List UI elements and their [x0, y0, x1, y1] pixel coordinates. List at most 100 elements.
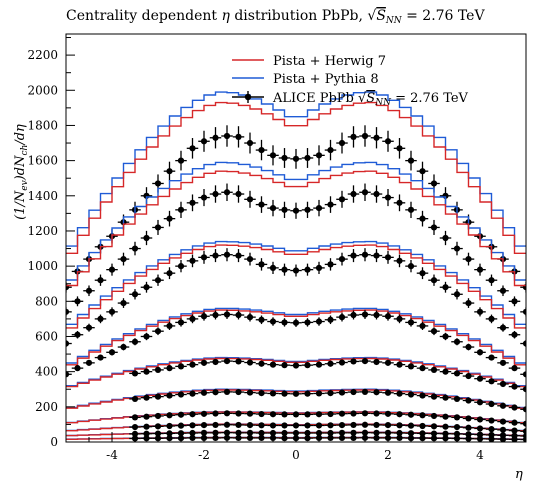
- data-point: [304, 422, 311, 429]
- data-point: [258, 201, 265, 208]
- data-point: [522, 436, 526, 442]
- data-point: [499, 418, 507, 425]
- data-point: [258, 422, 265, 429]
- data-point: [108, 308, 116, 315]
- data-point: [120, 299, 127, 307]
- data-point: [143, 435, 150, 442]
- data-point: [131, 370, 139, 377]
- data-point: [350, 133, 357, 140]
- data-point: [281, 390, 288, 397]
- data-point: [154, 224, 162, 231]
- y-tick-label: 1200: [27, 224, 58, 238]
- data-point: [281, 422, 288, 429]
- data-point: [315, 318, 323, 325]
- data-point: [143, 394, 150, 401]
- data-point: [396, 390, 403, 397]
- data-point: [511, 419, 518, 426]
- data-point: [258, 261, 265, 268]
- data-point: [350, 388, 357, 396]
- data-point: [315, 429, 323, 437]
- data-point: [166, 168, 173, 175]
- data-point: [499, 380, 507, 388]
- data-point: [143, 423, 150, 430]
- data-point: [292, 362, 300, 369]
- data-point: [292, 207, 300, 214]
- data-point: [269, 205, 277, 212]
- data-point: [281, 319, 288, 326]
- data-point: [166, 270, 173, 277]
- data-point: [223, 358, 231, 365]
- data-point: [488, 417, 495, 424]
- data-point: [154, 180, 162, 187]
- x-tick-label: 4: [476, 448, 484, 462]
- data-point: [442, 284, 449, 291]
- y-tick-label: 800: [35, 294, 58, 308]
- data-point: [74, 298, 81, 305]
- data-point: [430, 180, 438, 187]
- data-point: [522, 340, 526, 347]
- data-point: [373, 421, 380, 429]
- data-point: [338, 256, 346, 263]
- data-point: [189, 361, 196, 368]
- data-point: [430, 393, 438, 400]
- data-point: [384, 410, 392, 417]
- data-point: [373, 252, 380, 259]
- data-point: [407, 430, 415, 437]
- data-point: [189, 434, 196, 442]
- data-point: [384, 138, 392, 145]
- data-point: [350, 421, 357, 429]
- data-point: [66, 308, 70, 315]
- data-point: [131, 414, 139, 421]
- data-point: [304, 390, 311, 397]
- data-point: [143, 413, 150, 420]
- data-point: [465, 424, 472, 431]
- data-point: [189, 411, 196, 418]
- data-point: [189, 199, 196, 206]
- data-point: [85, 359, 93, 366]
- data-point: [350, 358, 357, 365]
- data-point: [430, 435, 438, 442]
- data-point: [419, 430, 426, 437]
- data-point: [396, 434, 403, 442]
- data-point: [430, 366, 438, 373]
- data-point: [131, 430, 139, 438]
- data-point: [476, 425, 484, 432]
- data-point: [407, 206, 415, 213]
- data-point: [154, 412, 162, 420]
- data-point: [258, 429, 265, 437]
- data-point: [350, 311, 357, 319]
- data-point: [131, 395, 139, 403]
- data-point: [223, 429, 231, 436]
- data-point: [212, 389, 219, 396]
- data-point: [327, 360, 334, 367]
- data-point: [511, 436, 518, 442]
- y-tick-label: 2000: [27, 83, 58, 97]
- data-point: [442, 413, 449, 420]
- data-point: [315, 264, 323, 271]
- herwig-histogram-1: [66, 101, 526, 254]
- data-point: [361, 388, 369, 395]
- centrality-group-3: [66, 240, 526, 347]
- data-point: [430, 423, 438, 430]
- data-point: [488, 400, 495, 408]
- x-tick-label: -2: [198, 448, 210, 462]
- data-point: [304, 362, 311, 369]
- data-point: [350, 434, 357, 442]
- data-point: [246, 410, 254, 417]
- data-point: [511, 404, 518, 411]
- data-point: [442, 435, 449, 442]
- data-point: [499, 426, 507, 433]
- data-point: [154, 366, 162, 373]
- data-point: [120, 343, 127, 351]
- data-point: [166, 435, 173, 442]
- data-point: [442, 430, 449, 437]
- data-point: [476, 399, 484, 406]
- data-point: [476, 308, 484, 315]
- x-tick-label: -4: [106, 448, 118, 462]
- data-point: [292, 155, 300, 162]
- data-point: [511, 427, 518, 434]
- centrality-group-1: [66, 91, 526, 293]
- data-point: [166, 215, 173, 222]
- data-point: [131, 423, 139, 431]
- data-point: [177, 391, 185, 398]
